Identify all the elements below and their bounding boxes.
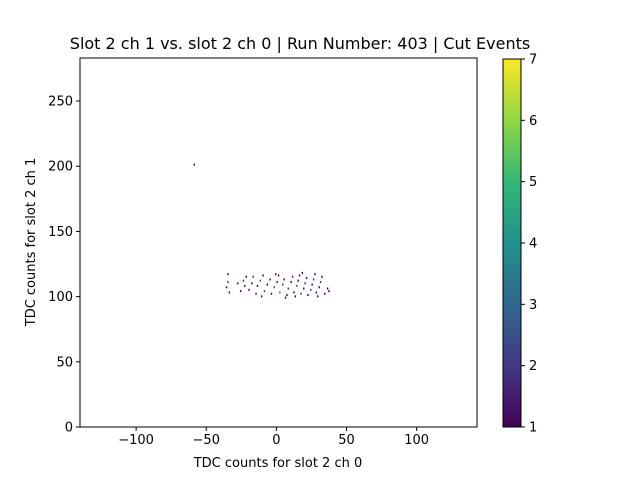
y-tick-label: 250 bbox=[48, 95, 73, 110]
heatmap-cell bbox=[301, 271, 304, 274]
colorbar-gradient bbox=[503, 59, 521, 427]
heatmap-cell bbox=[296, 284, 298, 287]
y-axis-label: TDC counts for slot 2 ch 1 bbox=[24, 158, 39, 328]
heatmap-cell bbox=[248, 288, 250, 291]
heatmap-cell bbox=[303, 287, 305, 290]
heatmap-cell bbox=[242, 279, 245, 282]
heatmap-cell bbox=[227, 280, 229, 284]
heatmap-cell bbox=[304, 282, 306, 285]
colorbar-tick-label: 4 bbox=[529, 237, 537, 252]
heatmap-cell bbox=[225, 286, 228, 289]
heatmap-cell bbox=[262, 274, 264, 277]
heatmap-cell bbox=[269, 278, 271, 281]
heatmap-cell bbox=[326, 287, 329, 290]
heatmap-cell bbox=[305, 277, 308, 280]
heatmap-cell bbox=[227, 273, 229, 276]
heatmap-cell bbox=[312, 278, 315, 281]
heatmap-cell bbox=[317, 295, 319, 298]
heatmap-cell bbox=[321, 275, 323, 278]
heatmap-cell bbox=[244, 284, 246, 287]
heatmap-cell bbox=[282, 283, 284, 286]
heatmap-cell bbox=[266, 283, 268, 286]
heatmap-cell bbox=[256, 284, 259, 287]
colorbar-tick-label: 3 bbox=[529, 298, 537, 313]
y-tick-label: 100 bbox=[48, 290, 73, 305]
heatmap-cell bbox=[276, 280, 278, 284]
heatmap-cell bbox=[274, 273, 277, 276]
heatmap-cell bbox=[319, 280, 322, 284]
chart-title: Slot 2 ch 1 vs. slot 2 ch 0 | Run Number… bbox=[70, 34, 530, 53]
heatmap-cell bbox=[237, 282, 239, 285]
y-tick-label: 0 bbox=[65, 421, 73, 436]
heatmap-cell bbox=[273, 286, 275, 289]
plot-area bbox=[80, 58, 477, 427]
heatmap-cell bbox=[245, 275, 247, 278]
heatmap-cell bbox=[255, 292, 257, 295]
heatmap-cell bbox=[270, 292, 273, 295]
heatmap-cell bbox=[283, 278, 285, 281]
x-tick-label: 50 bbox=[338, 433, 355, 448]
heatmap-cells bbox=[193, 163, 330, 299]
heatmap-cell bbox=[239, 290, 242, 293]
heatmap-cell bbox=[315, 291, 318, 294]
heatmap-cell bbox=[324, 292, 326, 295]
heatmap-cell bbox=[263, 290, 266, 293]
heatmap-cell bbox=[228, 291, 231, 294]
colorbar-tick-label: 6 bbox=[529, 114, 537, 129]
y-tick-label: 150 bbox=[48, 225, 73, 240]
heatmap-cell bbox=[277, 274, 280, 277]
heatmap-cell bbox=[251, 282, 253, 285]
x-tick-label: −50 bbox=[193, 433, 220, 448]
heatmap-cell bbox=[284, 296, 287, 299]
colorbar-tick-label: 1 bbox=[529, 421, 537, 436]
colorbar-ticks: 1 2 3 4 5 6 7 bbox=[521, 53, 537, 436]
x-tick-label: −100 bbox=[118, 433, 154, 448]
y-axis-ticks: 0 50 100 150 200 250 bbox=[48, 95, 80, 436]
y-tick-label: 50 bbox=[56, 355, 73, 370]
heatmap-cell bbox=[286, 294, 288, 297]
heatmap-cell bbox=[293, 291, 295, 294]
heatmap-cell bbox=[328, 290, 330, 293]
x-tick-label: 100 bbox=[404, 433, 429, 448]
heatmap-cell bbox=[260, 295, 263, 298]
heatmap-cell bbox=[307, 294, 309, 297]
heatmap-cell bbox=[290, 280, 292, 284]
plot-frame bbox=[79, 57, 478, 428]
heatmap-cell bbox=[259, 279, 261, 282]
heatmap-cell bbox=[298, 274, 301, 277]
colorbar-tick-label: 5 bbox=[529, 175, 537, 190]
colorbar-tick-label: 7 bbox=[529, 53, 537, 68]
heatmap-cell bbox=[300, 292, 302, 295]
x-axis-label: TDC counts for slot 2 ch 0 bbox=[193, 456, 363, 471]
x-axis-ticks: −100 −50 0 50 100 bbox=[118, 427, 429, 448]
heatmap-cell bbox=[314, 273, 316, 276]
heatmap-cell bbox=[193, 163, 196, 166]
heatmap-cell bbox=[297, 279, 299, 282]
heatmap-cell bbox=[294, 295, 297, 298]
heatmap-cell bbox=[311, 283, 313, 286]
heatmap-cell bbox=[318, 286, 320, 289]
colorbar-tick-label: 2 bbox=[529, 359, 537, 374]
heatmap-cell bbox=[279, 291, 281, 294]
heatmap-cell bbox=[252, 275, 254, 278]
heatmap-cell bbox=[291, 275, 294, 278]
x-tick-label: 0 bbox=[272, 433, 280, 448]
heatmap-cell bbox=[287, 287, 290, 290]
heatmap-cell bbox=[310, 288, 312, 291]
y-tick-label: 200 bbox=[48, 160, 73, 175]
